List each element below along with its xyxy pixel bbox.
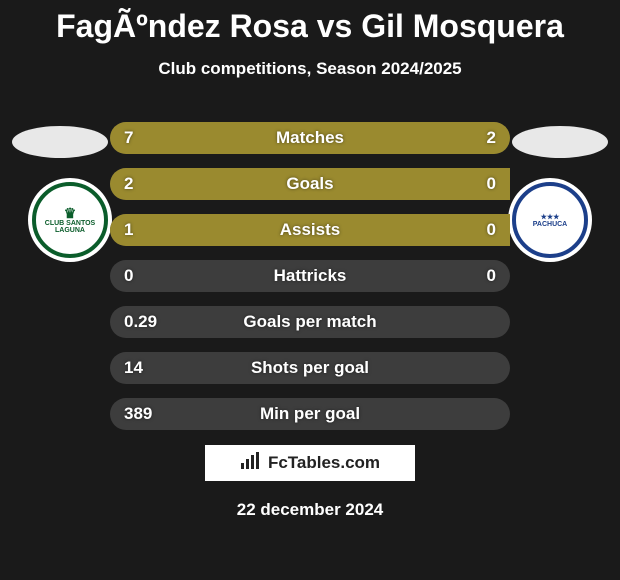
chart-icon <box>240 452 262 475</box>
stat-label: Goals <box>110 168 510 200</box>
stat-label: Assists <box>110 214 510 246</box>
stat-label: Shots per goal <box>110 352 510 384</box>
date-label: 22 december 2024 <box>0 500 620 520</box>
club-badge-right-text: PACHUCA <box>533 221 567 228</box>
stat-label: Goals per match <box>110 306 510 338</box>
page-title: FagÃºndez Rosa vs Gil Mosquera <box>0 0 620 45</box>
page-subtitle: Club competitions, Season 2024/2025 <box>0 59 620 79</box>
club-badge-right: ★★★ PACHUCA <box>508 178 592 262</box>
star-icon: ★★★ <box>541 213 560 221</box>
player-left-photo-shadow <box>12 126 108 158</box>
brand-box: FcTables.com <box>205 445 415 481</box>
stat-label: Hattricks <box>110 260 510 292</box>
stat-row: 20Goals <box>110 168 510 200</box>
stat-label: Matches <box>110 122 510 154</box>
stat-row: 10Assists <box>110 214 510 246</box>
club-badge-left-inner: ♛ CLUB SANTOS LAGUNA <box>32 182 108 258</box>
player-right-photo-shadow <box>512 126 608 158</box>
stat-row: 00Hattricks <box>110 260 510 292</box>
club-badge-left: ♛ CLUB SANTOS LAGUNA <box>28 178 112 262</box>
stat-row: 389Min per goal <box>110 398 510 430</box>
brand-text: FcTables.com <box>268 453 380 473</box>
stats-container: 72Matches 20Goals 10Assists 00Hattricks 0.29… <box>110 122 510 444</box>
stat-row: 0.29Goals per match <box>110 306 510 338</box>
club-badge-right-inner: ★★★ PACHUCA <box>512 182 588 258</box>
stat-row: 14Shots per goal <box>110 352 510 384</box>
crown-icon: ♛ <box>64 206 77 220</box>
stat-row: 72Matches <box>110 122 510 154</box>
club-badge-left-text: CLUB SANTOS LAGUNA <box>40 220 100 234</box>
stat-label: Min per goal <box>110 398 510 430</box>
